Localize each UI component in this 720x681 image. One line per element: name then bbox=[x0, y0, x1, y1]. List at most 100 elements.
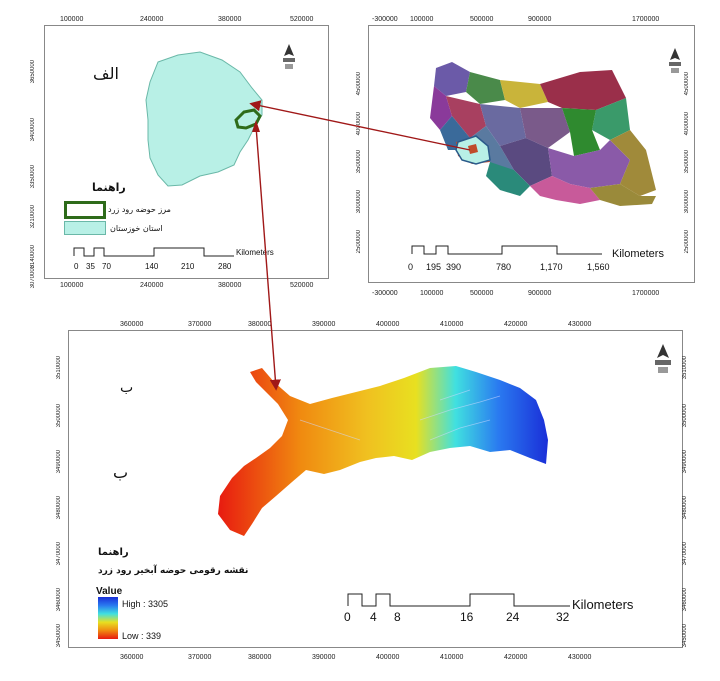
iran-province bbox=[548, 140, 630, 188]
scale-tick: 0 bbox=[74, 262, 79, 271]
panel-iran-xtick: 100000 bbox=[410, 16, 434, 23]
panel-b-xtick: 400000 bbox=[376, 654, 400, 661]
scale-tick: 280 bbox=[218, 262, 232, 271]
legend-label-basin: مرز حوضه رود زرد bbox=[108, 205, 171, 214]
panel-b-legend-title: راهنما bbox=[98, 547, 129, 558]
arrow-iran-to-a bbox=[249, 100, 471, 151]
panel-a-legend-title: راهنما bbox=[92, 181, 126, 194]
iran-province bbox=[592, 98, 630, 140]
panel-iran-xtick: -300000 bbox=[372, 290, 398, 297]
panel-a-xtick: 240000 bbox=[140, 16, 164, 23]
panel-iran-xtick: 1700000 bbox=[632, 16, 660, 23]
iran-province bbox=[486, 162, 530, 196]
ramp-low-label: Low : 339 bbox=[122, 631, 162, 641]
iran-province bbox=[530, 176, 600, 204]
iran-province bbox=[466, 72, 505, 104]
panel-b-xtick: 370000 bbox=[188, 321, 212, 328]
iran-province bbox=[500, 80, 548, 108]
panel-b-xtick: 410000 bbox=[440, 321, 464, 328]
panel-b-xtick: 370000 bbox=[188, 654, 212, 661]
scale-tick: 1,170 bbox=[540, 262, 563, 272]
panel-b-xtick: 390000 bbox=[312, 321, 336, 328]
panel-b-xtick: 390000 bbox=[312, 654, 336, 661]
iran-province bbox=[610, 130, 656, 196]
dem-basin bbox=[218, 366, 548, 536]
iran-basin bbox=[468, 144, 478, 154]
panel-b-xtick: 400000 bbox=[376, 321, 400, 328]
panel-b-xtick: 380000 bbox=[248, 654, 272, 661]
scale-tick: 35 bbox=[86, 262, 95, 271]
khuzestan-province bbox=[145, 51, 263, 187]
scale-tick: 195 bbox=[426, 262, 442, 272]
panel-a-xtick: 520000 bbox=[290, 16, 314, 23]
panel-b-xtick: 360000 bbox=[120, 321, 144, 328]
iran-province bbox=[590, 184, 656, 206]
panel-iran-xtick: 100000 bbox=[420, 290, 444, 297]
scale-tick: 0 bbox=[408, 262, 414, 272]
panel-iran-xtick: 1700000 bbox=[632, 290, 660, 297]
ramp-high-label: High : 3305 bbox=[122, 599, 169, 609]
panel-a-xtick: 380000 bbox=[218, 282, 242, 289]
panel-b-xtick: 360000 bbox=[120, 654, 144, 661]
panel-a-xtick: 380000 bbox=[218, 16, 242, 23]
north-arrow-icon bbox=[283, 44, 295, 69]
scale-tick: 70 bbox=[102, 262, 111, 271]
panel-iran-xtick: 500000 bbox=[470, 16, 494, 23]
panel-a-scale-bar bbox=[73, 247, 234, 257]
scale-tick: 1,560 bbox=[587, 262, 610, 272]
arrow-a-to-b bbox=[255, 125, 281, 391]
legend-label-province: استان خوزستان bbox=[110, 224, 163, 233]
legend-swatch-province bbox=[64, 221, 106, 235]
iran-province bbox=[434, 62, 470, 96]
basin-outline-a bbox=[234, 108, 262, 130]
scale-tick: 32 bbox=[556, 610, 570, 624]
panel-a-xtick: 100000 bbox=[60, 16, 84, 23]
scale-tick: 390 bbox=[446, 262, 462, 272]
panel-iran-xtick: 900000 bbox=[528, 290, 552, 297]
iran-province bbox=[430, 86, 452, 130]
panel-a-label: الف bbox=[93, 64, 119, 83]
panel-b-xtick: 430000 bbox=[568, 654, 592, 661]
panel-a-xtick: 100000 bbox=[60, 282, 84, 289]
panel-b-xtick: 420000 bbox=[504, 321, 528, 328]
panel-iran-xtick: -300000 bbox=[372, 16, 398, 23]
iran-province bbox=[470, 126, 514, 178]
scale-tick: 24 bbox=[506, 610, 520, 624]
panel-b-xtick: 380000 bbox=[248, 321, 272, 328]
panel-b-xtick: 410000 bbox=[440, 654, 464, 661]
scale-tick: 4 bbox=[370, 610, 377, 624]
panel-a-xtick: 240000 bbox=[140, 282, 164, 289]
iran-province bbox=[562, 108, 600, 156]
panel-iran-xtick: 500000 bbox=[470, 290, 494, 297]
panel-iran-xtick: 900000 bbox=[528, 16, 552, 23]
panel-a-xtick: 520000 bbox=[290, 282, 314, 289]
dem-streams bbox=[299, 389, 501, 441]
iran-province bbox=[540, 70, 626, 110]
panel-b-legend-subtitle: نقشه رقومی حوضه آبخیر رود زرد bbox=[98, 566, 249, 576]
iran-province bbox=[520, 108, 570, 148]
scale-tick: 140 bbox=[145, 262, 159, 271]
iran-province bbox=[480, 104, 526, 146]
panel-iran-scale-bar bbox=[411, 245, 602, 255]
scale-tick: 16 bbox=[460, 610, 474, 624]
arrow-head-up bbox=[252, 120, 260, 132]
scale-tick: 210 bbox=[181, 262, 195, 271]
panel-b-label-lower: ب bbox=[113, 463, 129, 482]
north-arrow-icon bbox=[655, 344, 671, 373]
iran-province bbox=[500, 138, 552, 186]
panel-iran-scale-unit: Kilometers bbox=[612, 248, 664, 260]
legend-swatch-basin bbox=[64, 201, 106, 219]
panel-b-value-title: Value bbox=[96, 586, 123, 597]
panel-a-scale-unit: Kilometers bbox=[236, 248, 274, 257]
panel-b-scale-unit: Kilometers bbox=[572, 597, 634, 612]
scale-tick: 0 bbox=[344, 610, 351, 624]
scale-tick: 780 bbox=[496, 262, 512, 272]
panel-b-label-upper: ب bbox=[120, 380, 134, 396]
north-arrow-icon bbox=[669, 48, 681, 73]
panel-b-xtick: 430000 bbox=[568, 321, 592, 328]
panel-b-scale-bar bbox=[347, 593, 570, 607]
